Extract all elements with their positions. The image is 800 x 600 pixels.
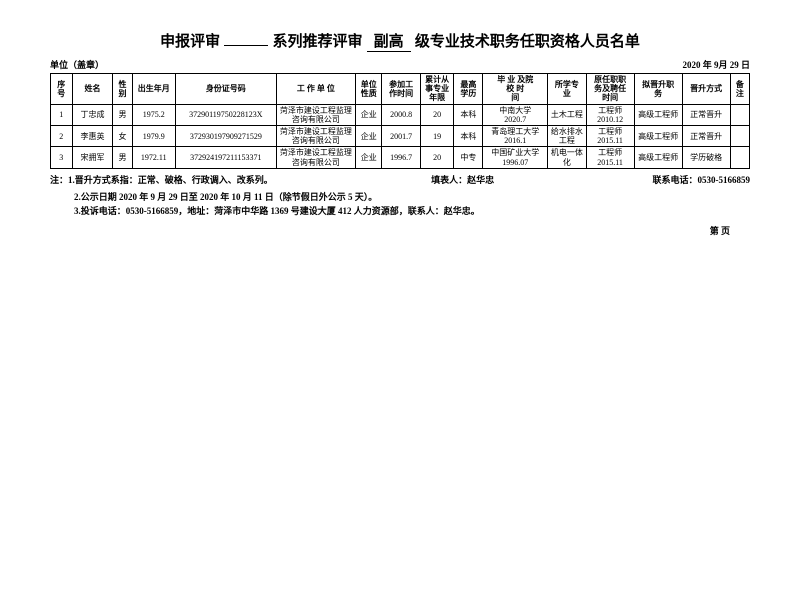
col-header-9: 最高学历 [454,74,483,105]
note-3: 3.投诉电话：0530-5166859，地址：菏泽市中华路 1369 号建设大厦… [50,204,750,218]
col-header-4: 身份证号码 [175,74,276,105]
cell-0-11: 土木工程 [548,104,586,125]
cell-2-9: 中专 [454,147,483,168]
page-number: 第 页 [50,224,750,237]
col-header-8: 累计从事专业年限 [420,74,454,105]
col-header-11: 所学专业 [548,74,586,105]
cell-0-9: 本科 [454,104,483,125]
cell-2-10: 中国矿业大学1996.07 [483,147,548,168]
cell-0-10: 中南大学2020.7 [483,104,548,125]
title-part-1: 申报评审 [160,33,220,50]
col-header-13: 拟晋升职务 [634,74,682,105]
cell-0-15 [730,104,749,125]
unit-seal-label: 单位（盖章） [50,58,104,71]
cell-1-10: 青岛理工大学2016.1 [483,125,548,146]
col-header-1: 姓名 [72,74,113,105]
cell-1-8: 19 [420,125,454,146]
cell-2-8: 20 [420,147,454,168]
cell-0-7: 2000.8 [382,104,420,125]
page-title: 申报评审 系列推荐评审 副高 级专业技术职务任职资格人员名单 [50,30,750,52]
title-part-2: 系列推荐评审 [272,33,362,50]
cell-1-6: 企业 [356,125,382,146]
cell-1-14: 正常晋升 [682,125,730,146]
cell-2-6: 企业 [356,147,382,168]
cell-0-8: 20 [420,104,454,125]
cell-2-3: 1972.11 [132,147,175,168]
col-header-10: 毕 业 及院校 时 间 [483,74,548,105]
cell-0-0: 1 [51,104,73,125]
cell-2-11: 机电一体化 [548,147,586,168]
footer-row: 注：1.晋升方式系指：正常、破格、行政调入、改系列。 填表人：赵华忠 联系电话：… [50,173,750,186]
contact-phone: 联系电话：0530-5166859 [653,173,751,186]
cell-0-6: 企业 [356,104,382,125]
col-header-15: 备注 [730,74,749,105]
cell-2-1: 宋拥军 [72,147,113,168]
date-label: 2020 年 9月 29 日 [682,58,750,71]
col-header-12: 原任职职务及聘任时间 [586,74,634,105]
cell-2-7: 1996.7 [382,147,420,168]
cell-1-12: 工程师2015.11 [586,125,634,146]
cell-2-15 [730,147,749,168]
col-header-6: 单位性质 [356,74,382,105]
cell-0-14: 正常晋升 [682,104,730,125]
cell-0-12: 工程师2010.12 [586,104,634,125]
cell-2-4: 372924197211153371 [175,147,276,168]
cell-1-3: 1979.9 [132,125,175,146]
col-header-3: 出生年月 [132,74,175,105]
cell-1-5: 菏泽市建设工程监理咨询有限公司 [276,125,355,146]
table-row: 3宋拥军男1972.11372924197211153371菏泽市建设工程监理咨… [51,147,750,168]
cell-0-4: 37290119750228123X [175,104,276,125]
subheader: 单位（盖章） 2020 年 9月 29 日 [50,58,750,71]
table-header-row: 序号姓名性别出生年月身份证号码工 作 单 位单位性质参加工作时间累计从事专业年限… [51,74,750,105]
cell-2-2: 男 [113,147,132,168]
title-part-3: 级专业技术职务任职资格人员名单 [415,33,640,50]
cell-2-13: 高级工程师 [634,147,682,168]
cell-1-4: 372930197909271529 [175,125,276,146]
document-page: 申报评审 系列推荐评审 副高 级专业技术职务任职资格人员名单 单位（盖章） 20… [0,0,800,247]
cell-1-2: 女 [113,125,132,146]
cell-0-13: 高级工程师 [634,104,682,125]
col-header-7: 参加工作时间 [382,74,420,105]
cell-2-14: 学历破格 [682,147,730,168]
title-blank-1 [224,45,268,46]
cell-0-3: 1975.2 [132,104,175,125]
personnel-table: 序号姓名性别出生年月身份证号码工 作 单 位单位性质参加工作时间累计从事专业年限… [50,73,750,169]
cell-0-1: 丁忠成 [72,104,113,125]
cell-1-15 [730,125,749,146]
table-row: 1丁忠成男1975.237290119750228123X菏泽市建设工程监理咨询… [51,104,750,125]
col-header-2: 性别 [113,74,132,105]
cell-2-0: 3 [51,147,73,168]
cell-1-7: 2001.7 [382,125,420,146]
cell-1-11: 给水排水工程 [548,125,586,146]
filler-name: 填表人：赵华忠 [431,173,494,186]
col-header-14: 晋升方式 [682,74,730,105]
cell-1-1: 李惠英 [72,125,113,146]
table-row: 2李惠英女1979.9372930197909271529菏泽市建设工程监理咨询… [51,125,750,146]
col-header-0: 序号 [51,74,73,105]
cell-1-13: 高级工程师 [634,125,682,146]
note-1: 注：1.晋升方式系指：正常、破格、行政调入、改系列。 [50,173,273,186]
cell-0-2: 男 [113,104,132,125]
title-blank-2: 副高 [367,30,411,52]
note-2: 2.公示日期 2020 年 9 月 29 日至 2020 年 10 月 11 日… [50,190,750,204]
cell-2-12: 工程师2015.11 [586,147,634,168]
cell-0-5: 菏泽市建设工程监理咨询有限公司 [276,104,355,125]
cell-1-9: 本科 [454,125,483,146]
cell-1-0: 2 [51,125,73,146]
notes-block: 2.公示日期 2020 年 9 月 29 日至 2020 年 10 月 11 日… [50,190,750,219]
col-header-5: 工 作 单 位 [276,74,355,105]
cell-2-5: 菏泽市建设工程监理咨询有限公司 [276,147,355,168]
